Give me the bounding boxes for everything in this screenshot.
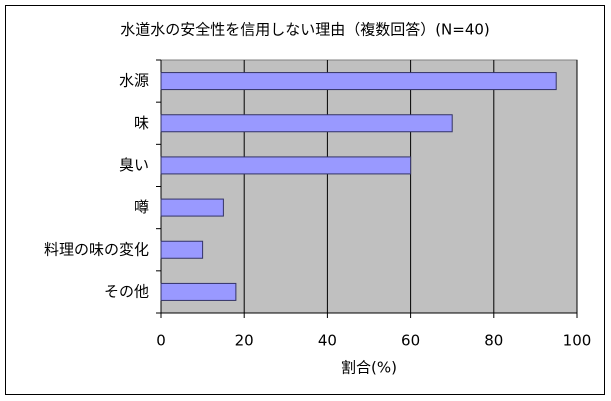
bar xyxy=(160,114,453,133)
bar xyxy=(160,156,412,175)
x-tick-label: 100 xyxy=(563,332,592,350)
x-tick-label: 60 xyxy=(401,332,420,350)
plot-area xyxy=(160,59,578,314)
x-tick-label: 80 xyxy=(484,332,503,350)
chart-title: 水道水の安全性を信用しない理由（複数回答）(N=40) xyxy=(120,21,490,39)
y-tick-label: 噂 xyxy=(134,198,149,216)
x-axis-label: 割合(%) xyxy=(341,359,397,377)
x-tick-label: 0 xyxy=(156,332,166,350)
bar xyxy=(160,282,237,301)
y-tick-label: 料理の味の変化 xyxy=(44,240,149,258)
bar xyxy=(160,198,224,217)
bar xyxy=(160,240,204,259)
y-tick-label: 味 xyxy=(134,114,149,132)
y-tick-label: 臭い xyxy=(119,156,149,174)
bar xyxy=(160,72,557,91)
y-tick-label: 水源 xyxy=(119,72,149,90)
x-tick-label: 40 xyxy=(318,332,337,350)
y-tick-label: その他 xyxy=(104,282,149,300)
x-tick-label: 20 xyxy=(235,332,254,350)
